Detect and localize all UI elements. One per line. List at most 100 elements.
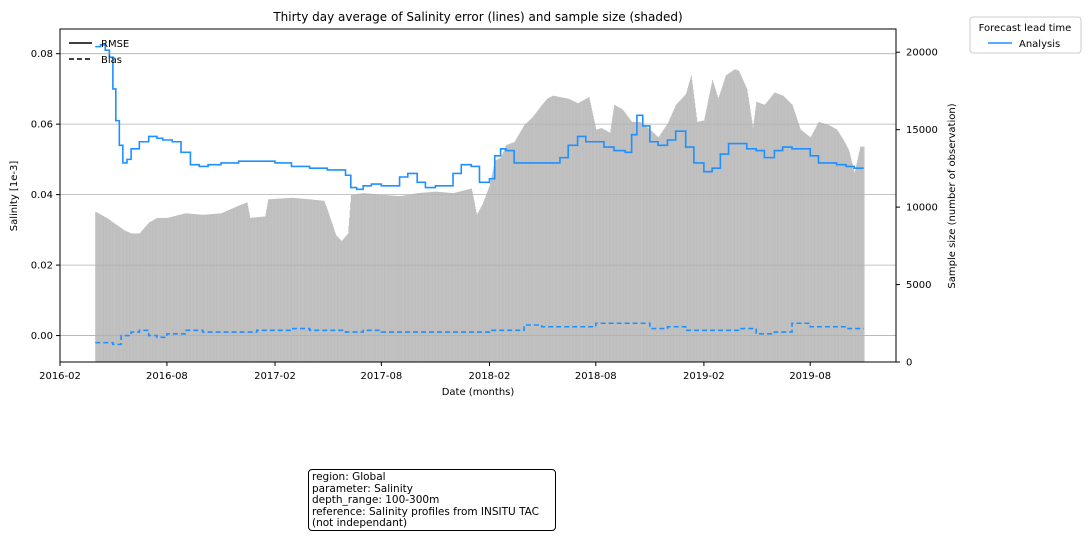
sample-size-bar: [554, 95, 556, 363]
sample-size-bar: [116, 224, 118, 362]
sample-size-bar: [173, 216, 175, 362]
sample-size-bar: [286, 198, 288, 362]
sample-size-bar: [544, 102, 545, 362]
sample-size-bar: [414, 193, 416, 362]
sample-size-bar: [803, 132, 805, 362]
sample-size-bar: [442, 192, 444, 362]
sample-size-bar: [101, 215, 103, 362]
sample-size-bar: [590, 105, 592, 362]
sample-size-bar: [131, 233, 132, 362]
sample-size-bar: [757, 102, 759, 363]
sample-size-bar: [729, 72, 731, 362]
series-lines: [95, 44, 864, 346]
sample-size-bar: [97, 213, 99, 362]
sample-size-bar: [480, 208, 481, 362]
sample-size-bar: [502, 153, 504, 362]
sample-size-bar: [691, 80, 693, 363]
sample-size-bar: [810, 136, 812, 362]
sample-size-bar: [807, 135, 809, 362]
sample-size-bar: [830, 126, 832, 363]
sample-size-bar: [355, 194, 357, 362]
sample-size-bar: [807, 135, 809, 362]
sample-size-bar: [535, 112, 537, 362]
sample-size-bar: [561, 97, 562, 363]
sample-size-bar: [673, 110, 675, 362]
sample-size-bar: [407, 194, 409, 362]
sample-size-bar: [625, 114, 627, 362]
sample-size-bar: [467, 189, 469, 362]
sample-size-bar: [346, 235, 347, 362]
sample-size-bar: [212, 214, 214, 362]
sample-size-bar: [561, 97, 563, 362]
sample-size-bar: [259, 217, 260, 362]
legend-lead-time: Forecast lead time Analysis: [969, 16, 1082, 54]
sample-size-bar: [411, 194, 413, 362]
sample-size-bar: [823, 123, 824, 362]
sample-size-bar: [108, 219, 110, 362]
sample-size-bar: [230, 209, 232, 362]
sample-size-bar: [341, 241, 343, 362]
sample-size-bar: [389, 195, 391, 362]
sample-size-bar: [651, 130, 652, 362]
sample-size-bar: [608, 132, 610, 362]
sample-size-bar: [802, 131, 804, 362]
sample-size-bar: [232, 208, 233, 362]
sample-size-bar: [448, 192, 450, 362]
sample-size-bar: [460, 191, 462, 362]
sample-size-bar: [159, 217, 161, 362]
sample-size-bar: [326, 208, 328, 362]
sample-size-bar: [124, 230, 125, 362]
sample-size-bar: [441, 192, 443, 362]
sample-size-bar: [367, 193, 369, 362]
y-tick-label: 0.02: [31, 261, 53, 272]
sample-size-bar: [820, 122, 822, 362]
sample-size-bar: [571, 100, 572, 363]
sample-size-bar: [390, 195, 392, 362]
sample-size-bar: [576, 103, 578, 363]
sample-size-bar: [812, 132, 814, 362]
sample-size-bar: [394, 195, 396, 362]
sample-size-bar: [364, 193, 366, 362]
sample-size-bar: [838, 132, 840, 362]
sample-size-bar: [827, 124, 829, 362]
sample-size-bar: [285, 198, 286, 362]
sample-size-bar: [454, 192, 456, 362]
sample-size-bar: [153, 219, 155, 362]
sample-size-bar: [99, 214, 101, 362]
sample-size-bar: [403, 195, 404, 362]
sample-size-bar: [379, 194, 380, 362]
sample-size-bar: [642, 123, 644, 362]
sample-size-bar: [383, 194, 384, 362]
sample-size-bar: [591, 107, 592, 363]
sample-size-bar: [743, 82, 745, 363]
sample-size-bar: [423, 192, 424, 362]
sample-size-bar: [620, 108, 622, 362]
sample-size-bar: [847, 148, 849, 362]
sample-size-bar: [186, 213, 188, 362]
sample-size-bar: [240, 204, 242, 362]
sample-size-bar: [816, 126, 817, 362]
sample-size-bar: [148, 222, 150, 362]
sample-size-bar: [406, 195, 407, 362]
sample-size-bar: [323, 200, 325, 362]
sample-size-bar: [639, 121, 641, 363]
sample-size-bar: [567, 98, 568, 362]
sample-size-bar: [833, 127, 834, 363]
sample-size-bar: [405, 195, 407, 362]
sample-size-bar: [708, 97, 710, 363]
sample-size-bar: [327, 210, 329, 362]
sample-size-bar: [461, 190, 463, 362]
sample-size-bar: [769, 98, 771, 362]
sample-size-bar: [229, 209, 231, 362]
sample-size-bar: [713, 85, 715, 362]
sample-size-bar: [670, 116, 672, 362]
sample-size-bar: [556, 96, 558, 363]
sample-size-bar: [292, 197, 293, 362]
sample-size-bar: [737, 70, 739, 362]
y-tick-label: 0.06: [31, 120, 53, 131]
sample-size-bar: [302, 198, 303, 362]
sample-size-bar: [515, 139, 517, 362]
sample-size-bar: [112, 222, 114, 362]
sample-size-bar: [203, 214, 205, 362]
sample-size-bar: [238, 205, 240, 362]
